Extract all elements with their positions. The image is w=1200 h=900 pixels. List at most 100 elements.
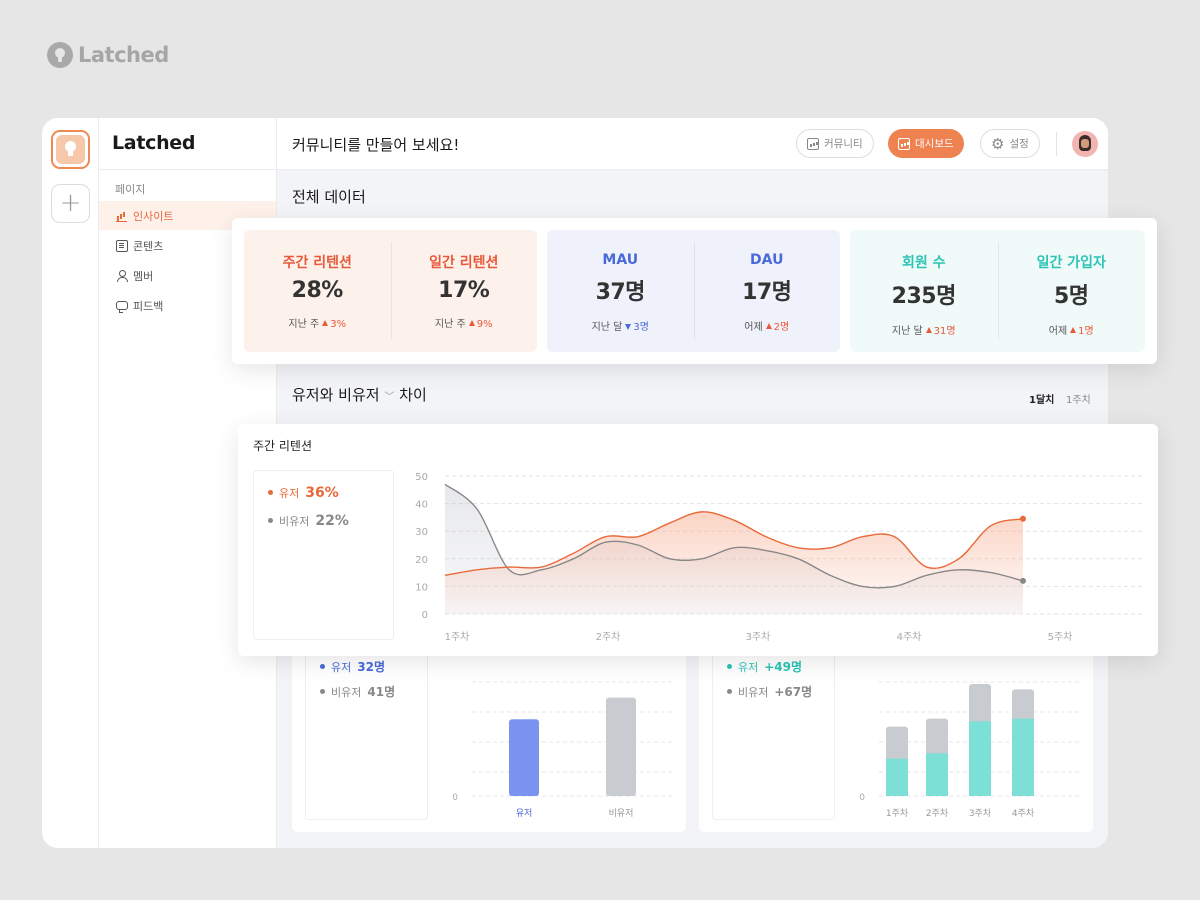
workspace-button[interactable] — [51, 130, 90, 169]
sidebar-item-feedback[interactable]: 피드백 — [99, 291, 276, 320]
metric-cell: DAU 17명 어제 2명 — [693, 230, 841, 352]
arrow-up-icon — [1070, 327, 1077, 333]
legend-label: 비유저 — [331, 686, 362, 699]
metric-change-period: 지난 달 — [591, 322, 623, 333]
tab-dashboard[interactable]: 대시보드 — [888, 129, 964, 158]
metric-label: 주간 리텐션 — [282, 255, 352, 271]
overview-metrics-card: 주간 리텐션 28% 지난 주 3% 일간 리텐션 17% 지난 주 9% MAU 37명 지난 … — [232, 218, 1157, 364]
sidebar-item-content[interactable]: 콘텐츠 — [99, 231, 276, 260]
x-tick-label: 1주차 — [886, 807, 909, 819]
sidebar-item-members[interactable]: 멤버 — [99, 261, 276, 290]
metric-change-value: 31명 — [933, 326, 956, 337]
compare-title-suffix: 차이 — [399, 386, 427, 404]
bar-chart-icon — [807, 137, 819, 150]
metric-change-value: 3% — [330, 319, 347, 330]
sidebar-item-label: 멤버 — [133, 269, 154, 283]
tab-settings[interactable]: ⚙ 설정 — [980, 129, 1040, 158]
lock-logo-icon — [47, 42, 73, 68]
metric-value: 37명 — [595, 280, 646, 305]
legend-dot — [320, 664, 325, 669]
legend-value: +67명 — [774, 685, 813, 699]
overview-title: 전체 데이터 — [292, 188, 366, 206]
bar-segment-user[interactable] — [886, 758, 908, 796]
metric-value: 17% — [438, 278, 490, 303]
signup-panel: 유저 +49명 비유저 +67명 0 1주차 2주차 3주차 4주차 — [699, 650, 1093, 832]
compare-title[interactable]: 유저와 비유저 ﹀ 차이 — [292, 384, 427, 405]
legend-value: 36% — [305, 485, 339, 501]
compare-title-text: 유저와 비유저 — [292, 386, 380, 404]
metric-label: MAU — [602, 252, 639, 268]
x-tick-label: 5주차 — [1048, 631, 1073, 643]
legend-nonuser: 비유저 +67명 — [727, 683, 812, 700]
bar-chart-icon — [116, 210, 128, 222]
user-avatar[interactable] — [1072, 131, 1098, 157]
tab-community[interactable]: 커뮤니티 — [796, 129, 874, 158]
x-tick-label: 3주차 — [969, 807, 992, 819]
metric-change-value: 1명 — [1078, 326, 1094, 337]
user-last-point[interactable] — [1020, 515, 1026, 522]
x-tick-label: 유저 — [516, 808, 533, 819]
metric-change-period: 지난 달 — [891, 326, 923, 337]
legend-dot — [268, 490, 273, 495]
metric-change: 어제 2명 — [694, 318, 841, 333]
signup-stacked-bar-chart: 0 1주차 2주차 3주차 4주차 — [859, 681, 1081, 819]
retention-line-chart: 0 10 20 30 40 50 1주차 2주차 3주차 4주차 5주차 — [415, 472, 1143, 643]
metric-cell: 주간 리텐션 28% 지난 주 3% — [244, 230, 391, 352]
members-icon — [116, 269, 128, 282]
bar-segment-nonuser[interactable] — [1012, 689, 1034, 723]
metric-value: 235명 — [891, 284, 957, 309]
x-tick-label: 2주차 — [926, 807, 949, 819]
y-tick-label: 0 — [422, 610, 428, 621]
bar-segment-user[interactable] — [1012, 718, 1034, 796]
metric-change-value: 9% — [476, 319, 493, 330]
legend-label: 유저 — [279, 487, 300, 500]
metric-change: 지난 달 31명 — [850, 322, 998, 337]
bar[interactable] — [509, 719, 539, 796]
metric-change-value: 3명 — [633, 322, 649, 333]
legend-value: 22% — [315, 513, 349, 529]
x-tick-label: 4주차 — [897, 631, 922, 643]
metric-change: 지난 주 3% — [244, 315, 391, 330]
member-count-bar-chart: 0 유저 비유저 — [452, 681, 674, 819]
legend-label: 비유저 — [738, 686, 769, 699]
legend-label: 유저 — [331, 661, 352, 674]
metric-change: 지난 주 9% — [391, 315, 538, 330]
sidebar-item-label: 콘텐츠 — [133, 239, 164, 253]
retention-metric-group: 주간 리텐션 28% 지난 주 3% 일간 리텐션 17% 지난 주 9% — [244, 230, 537, 352]
metric-value: 5명 — [1053, 284, 1089, 309]
bar-segment-user[interactable] — [926, 753, 948, 796]
sidebar-item-label: 인사이트 — [133, 209, 174, 223]
bar-segment-nonuser[interactable] — [926, 718, 948, 758]
nonuser-last-point[interactable] — [1020, 577, 1026, 584]
retention-chart-card: 주간 리텐션 유저 36% 비유저 22% 0 10 20 30 40 50 1주차 2주차 3… — [238, 424, 1158, 656]
workspace-lock-icon — [56, 135, 85, 164]
legend-label: 유저 — [738, 661, 759, 674]
x-tick-label: 4주차 — [1012, 807, 1035, 819]
retention-legend: 유저 36% 비유저 22% — [253, 470, 394, 640]
y-tick-label: 20 — [415, 555, 428, 566]
workspace-rail: + — [42, 118, 99, 848]
legend-dot — [320, 689, 325, 694]
bar-segment-user[interactable] — [969, 721, 991, 796]
header-divider — [1056, 132, 1057, 156]
metric-change-period: 어제 — [744, 322, 763, 333]
bar[interactable] — [606, 697, 636, 796]
y-tick-label: 50 — [415, 472, 428, 483]
user-series-line — [444, 511, 1024, 577]
arrow-up-icon — [925, 327, 932, 333]
metric-value: 28% — [291, 278, 344, 303]
tab-label: 커뮤니티 — [824, 138, 863, 150]
sidebar-item-label: 피드백 — [133, 299, 164, 313]
bar-segment-nonuser[interactable] — [969, 684, 991, 726]
bar-segment-nonuser[interactable] — [886, 726, 908, 763]
range-week-tab[interactable]: 1주치 — [1066, 395, 1091, 406]
user-series-area — [445, 511, 1023, 614]
chart-title: 주간 리텐션 — [253, 439, 313, 453]
sidebar-section-label: 페이지 — [115, 183, 146, 196]
chat-icon — [116, 301, 128, 313]
range-month-tab[interactable]: 1달치 — [1029, 395, 1055, 406]
x-tick-label: 3주차 — [746, 631, 771, 643]
add-workspace-button[interactable]: + — [51, 184, 90, 223]
tab-label: 설정 — [1009, 138, 1029, 150]
